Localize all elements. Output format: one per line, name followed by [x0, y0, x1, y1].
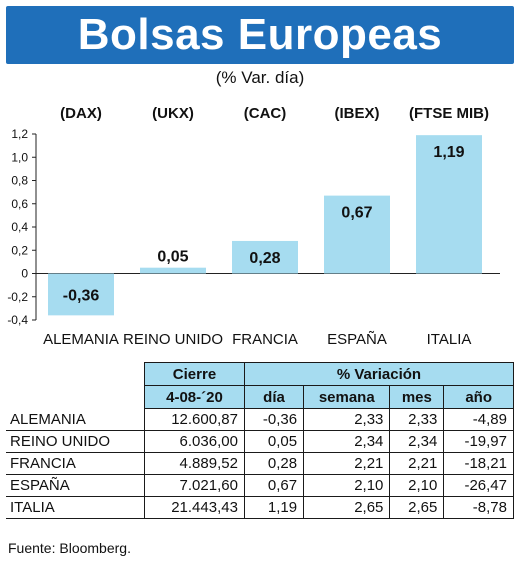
table-cell-year: -26,47 — [443, 474, 514, 497]
table-cell-close: 4.889,52 — [144, 452, 245, 475]
index-code-label: (CAC) — [244, 105, 287, 122]
table-cell-day: 0,28 — [244, 452, 305, 475]
value-label: -0,36 — [63, 287, 100, 304]
index-code-label: (UKX) — [152, 105, 194, 122]
y-tick-label: 0,6 — [11, 197, 28, 211]
table-cell-month: 2,65 — [389, 496, 445, 519]
header-empty — [6, 362, 145, 386]
table-cell-week: 2,34 — [303, 430, 391, 453]
value-label: 0,28 — [249, 250, 280, 267]
table-cell-country: ESPAÑA — [6, 474, 146, 497]
header-empty-sub — [6, 385, 145, 409]
table-row: ESPAÑA 7.021,60 0,67 2,10 2,10 -26,47 — [6, 474, 514, 497]
category-label: REINO UNIDO — [123, 331, 223, 348]
table-cell-day: 0,67 — [244, 474, 305, 497]
bar — [232, 240, 298, 274]
table-cell-day: 1,19 — [244, 496, 305, 519]
source-note: Fuente: Bloomberg. — [8, 540, 131, 556]
table-cell-close: 21.443,43 — [144, 496, 245, 519]
bar — [48, 273, 114, 316]
table-cell-week: 2,65 — [303, 496, 391, 519]
y-tick-label: 0,8 — [11, 174, 28, 188]
table-header-top: Cierre % Variación — [6, 362, 515, 386]
table-cell-day: 0,05 — [244, 430, 305, 453]
bar-chart: -0,4 -0,2 0 0,2 0,4 0,6 0,8 1,0 1,2 (DAX) -0,36 ALE… — [7, 105, 500, 348]
y-tick-label: -0,4 — [7, 313, 28, 327]
table-cell-country: ITALIA — [6, 496, 146, 519]
value-label: 1,19 — [433, 144, 464, 161]
index-code-label: (IBEX) — [335, 105, 380, 122]
header-semana: semana — [303, 385, 391, 409]
header-cierre: Cierre — [144, 362, 245, 386]
index-code-label: (FTSE MIB) — [409, 105, 489, 122]
table-row: ITALIA 21.443,43 1,19 2,65 2,65 -8,78 — [6, 496, 514, 519]
header-variacion: % Variación — [243, 362, 515, 386]
table-header-sub: 4-08-´20 día semana mes año — [6, 385, 514, 409]
table-row: ALEMANIA 12.600,87 -0,36 2,33 2,33 -4,89 — [6, 408, 514, 431]
y-tick-label: 1,2 — [11, 127, 28, 141]
value-label: 0,05 — [157, 249, 188, 266]
table-cell-country: ALEMANIA — [6, 408, 146, 431]
y-tick-label: 0 — [21, 267, 28, 281]
table-cell-close: 12.600,87 — [144, 408, 245, 431]
header-date: 4-08-´20 — [144, 385, 245, 409]
table-cell-month: 2,33 — [389, 408, 445, 431]
title-banner: Bolsas Europeas — [6, 6, 514, 64]
category-label: ESPAÑA — [327, 331, 387, 348]
table-row: REINO UNIDO 6.036,00 0,05 2,34 2,34 -19,97 — [6, 430, 514, 453]
table-cell-month: 2,10 — [389, 474, 445, 497]
y-tick-label: 1,0 — [11, 150, 28, 164]
table-cell-month: 2,21 — [389, 452, 445, 475]
chart-subtitle: (% Var. día) — [215, 68, 305, 87]
table-cell-close: 6.036,00 — [144, 430, 245, 453]
category-label: FRANCIA — [232, 331, 298, 348]
table-cell-week: 2,33 — [303, 408, 391, 431]
header-ano: año — [443, 385, 514, 409]
table-cell-year: -18,21 — [443, 452, 514, 475]
table-cell-week: 2,21 — [303, 452, 391, 475]
table-cell-day: -0,36 — [244, 408, 305, 431]
bar — [324, 195, 390, 274]
y-tick-label: -0,2 — [7, 290, 28, 304]
table-cell-week: 2,10 — [303, 474, 391, 497]
table-cell-month: 2,34 — [389, 430, 445, 453]
bar — [416, 135, 482, 274]
y-tick-label: 0,2 — [11, 243, 28, 257]
table-cell-country: REINO UNIDO — [6, 430, 146, 453]
table-cell-year: -8,78 — [443, 496, 514, 519]
y-tick-label: 0,4 — [11, 220, 28, 234]
value-label: 0,67 — [341, 205, 372, 222]
index-code-label: (DAX) — [60, 105, 102, 122]
header-mes: mes — [389, 385, 445, 409]
table-cell-close: 7.021,60 — [144, 474, 245, 497]
category-label: ALEMANIA — [43, 331, 119, 348]
category-label: ITALIA — [427, 331, 472, 348]
index-table: Cierre % Variación 4-08-´20 día semana m… — [6, 362, 515, 519]
header-dia: día — [243, 385, 305, 409]
page-title: Bolsas Europeas — [77, 10, 443, 59]
table-cell-year: -4,89 — [443, 408, 514, 431]
table-cell-country: FRANCIA — [6, 452, 146, 475]
table-cell-year: -19,97 — [443, 430, 514, 453]
table-row: FRANCIA 4.889,52 0,28 2,21 2,21 -18,21 — [6, 452, 514, 475]
bar — [140, 267, 206, 274]
